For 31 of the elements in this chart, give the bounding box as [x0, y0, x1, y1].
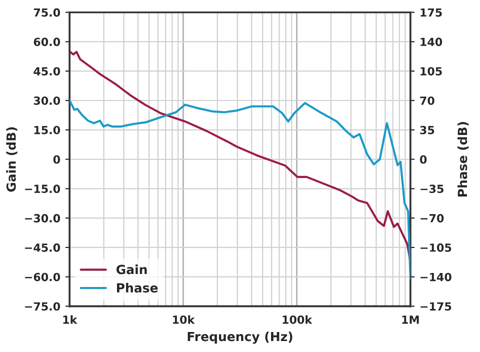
- y-tick-label: 45.0: [34, 67, 60, 76]
- y2-tick-label: 0: [420, 155, 427, 164]
- y2-tick-label: 70: [420, 96, 434, 105]
- x-tick-label: 10k: [173, 315, 195, 324]
- y-tick-label: −60.0: [25, 272, 60, 282]
- y2-tick-label: 35: [420, 126, 434, 134]
- x-axis-title: Frequency (Hz): [188, 332, 292, 344]
- y-tick-label: −30.0: [25, 214, 60, 222]
- y2-tick-label: 140: [420, 38, 442, 46]
- y-tick-label: −15.0: [25, 184, 60, 194]
- y2-tick-label: −35: [420, 184, 444, 194]
- y2-tick-label: −175: [420, 302, 452, 311]
- y-tick-label: 60.0: [34, 38, 60, 46]
- y2-tick-label: 175: [420, 8, 442, 17]
- x-tick-label: 100k: [282, 315, 312, 324]
- y2-axis-title: Phase (dB): [457, 122, 469, 196]
- y2-tick-label: −70: [420, 214, 444, 222]
- y2-tick-label: −105: [420, 243, 452, 252]
- y-tick-label: −45.0: [25, 243, 60, 252]
- y-axis-title: Gain (dB): [6, 127, 18, 192]
- y-tick-label: 0: [53, 155, 60, 164]
- y-tick-label: 15.0: [34, 126, 60, 134]
- x-tick-label: 1M: [402, 316, 419, 324]
- legend-label: Phase: [117, 282, 158, 293]
- y-tick-label: −75.0: [25, 302, 60, 311]
- y2-tick-label: 105: [420, 67, 442, 76]
- y-tick-label: 75.0: [34, 8, 60, 17]
- y-tick-label: 30.0: [34, 96, 60, 105]
- legend-label: Gain: [116, 264, 147, 274]
- y2-tick-label: −140: [420, 272, 452, 282]
- x-tick-label: 1k: [63, 315, 78, 324]
